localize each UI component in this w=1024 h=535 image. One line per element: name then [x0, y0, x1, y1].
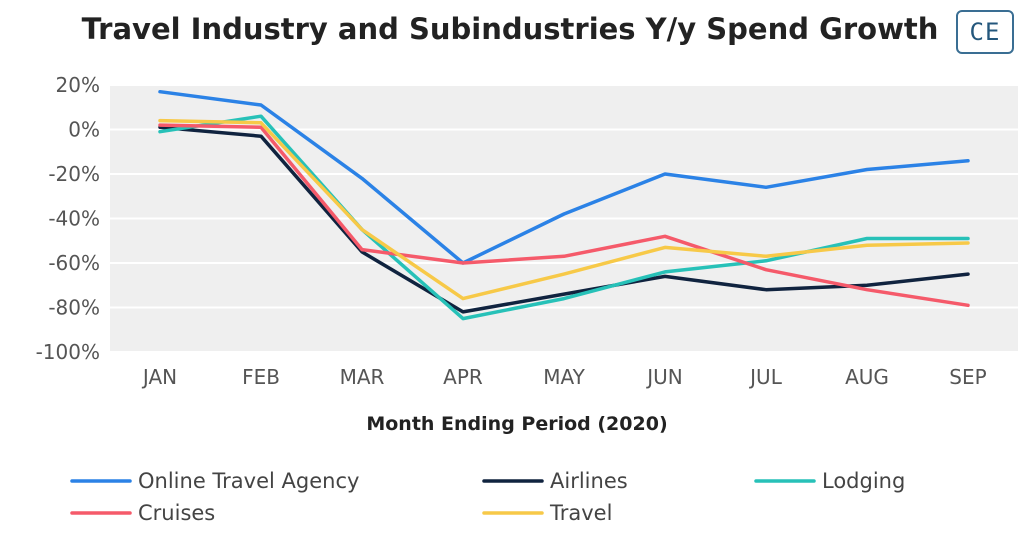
x-tick-label: SEP [949, 365, 986, 389]
logo-text: CE [969, 18, 1001, 46]
x-tick-label: APR [443, 365, 483, 389]
x-tick-label: FEB [242, 365, 280, 389]
x-axis-ticks: JAN FEB MAR APR MAY JUN JUL AUG SEP [141, 365, 987, 389]
x-tick-label: AUG [845, 365, 889, 389]
series-line-cruises [158, 123, 970, 308]
legend-label: Cruises [138, 501, 215, 525]
x-tick-label: JUL [748, 365, 783, 389]
ce-logo: CE [956, 10, 1014, 54]
series-line-airlines [158, 125, 970, 314]
x-axis-label: Month Ending Period (2020) [366, 413, 667, 435]
gridlines [110, 84, 1018, 353]
legend-label: Travel [549, 501, 612, 525]
legend-item: Lodging [754, 469, 905, 493]
legend-item: Online Travel Agency [70, 469, 359, 493]
x-tick-label: MAY [543, 365, 585, 389]
y-tick-label: -40% [48, 207, 100, 231]
y-tick-label: -80% [48, 296, 100, 320]
x-tick-label: JUN [645, 365, 683, 389]
x-tick-label: JAN [141, 365, 177, 389]
x-tick-label: MAR [340, 365, 385, 389]
y-tick-label: -60% [48, 251, 100, 275]
legend-item: Cruises [70, 501, 215, 525]
legend-label: Airlines [550, 469, 628, 493]
y-tick-label: -100% [36, 340, 100, 364]
legend-label: Lodging [822, 469, 905, 493]
series-line-travel [158, 118, 970, 301]
legend-label: Online Travel Agency [138, 469, 359, 493]
y-tick-label: 20% [56, 73, 100, 97]
series-line-lodging [158, 114, 970, 321]
legend-item: Airlines [482, 469, 628, 493]
series-lines [158, 89, 970, 321]
y-axis-ticks: 20% 0% -20% -40% -60% -80% -100% [36, 73, 100, 364]
series-line-online-travel-agency [158, 89, 970, 265]
y-tick-label: 0% [68, 118, 100, 142]
legend-item: Travel [482, 501, 612, 525]
y-tick-label: -20% [48, 162, 100, 186]
legend: Online Travel Agency Airlines Lodging Cruis… [70, 469, 905, 525]
chart-title: Travel Industry and Subindustries Y/y Sp… [81, 12, 939, 46]
